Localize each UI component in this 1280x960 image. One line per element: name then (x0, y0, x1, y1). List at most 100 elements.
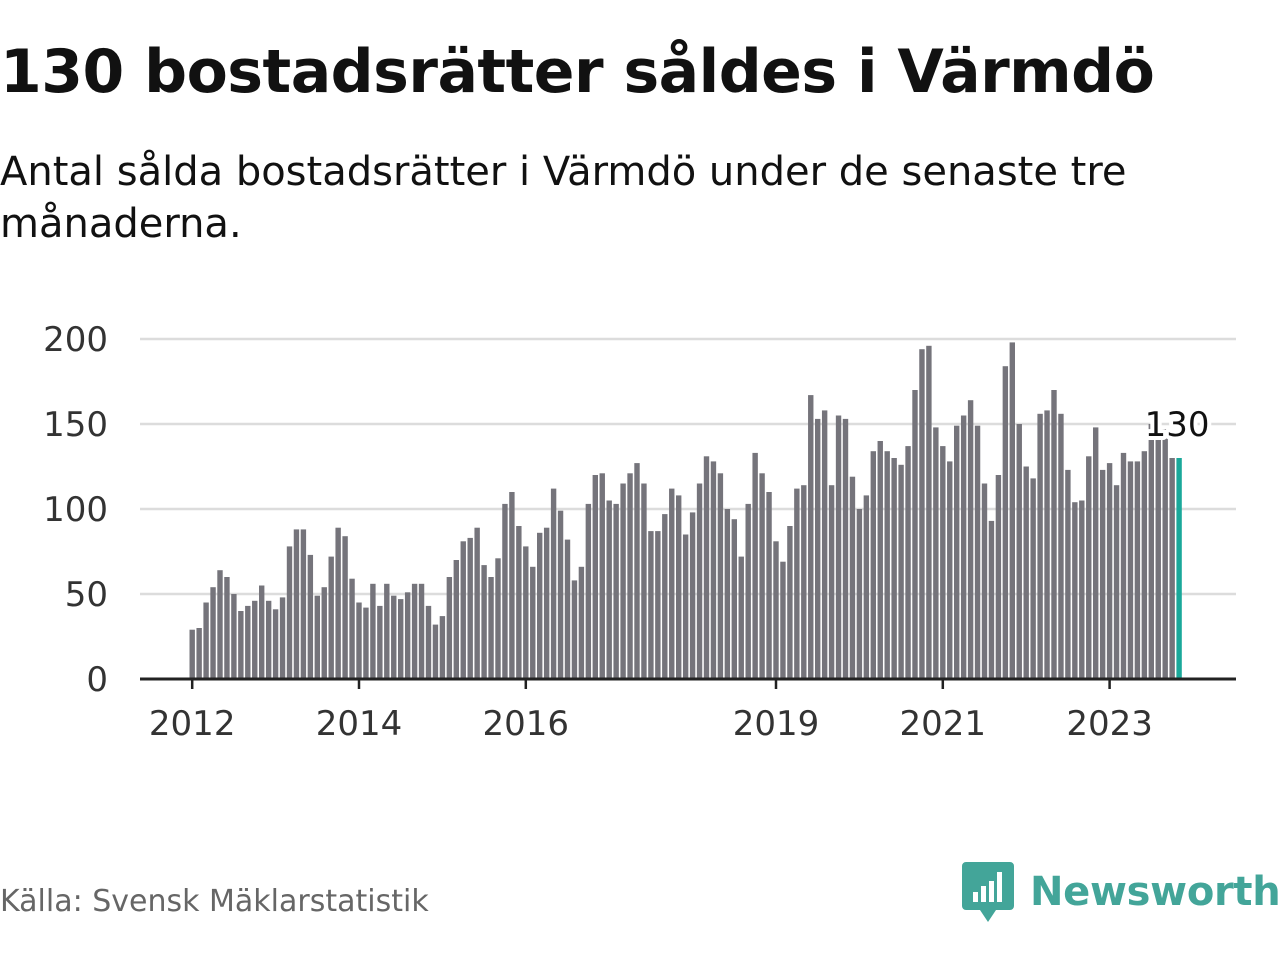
bar (655, 531, 661, 679)
bar (404, 592, 411, 679)
bar (300, 529, 307, 679)
bar (995, 475, 1002, 679)
bar (418, 583, 425, 679)
bar (530, 566, 536, 679)
bar (1065, 469, 1071, 679)
bar (884, 451, 890, 679)
bar (981, 483, 988, 679)
bar (905, 446, 911, 679)
chart-title: 130 bostadsrätter såldes i Värmdö (0, 37, 1155, 107)
bar (210, 587, 216, 679)
bar (1169, 458, 1175, 679)
bar (238, 611, 244, 679)
bars (189, 342, 1182, 679)
x-tick-label: 2014 (316, 704, 403, 744)
bar (689, 512, 696, 679)
bar (252, 600, 258, 679)
bar (1093, 427, 1099, 679)
bar (578, 566, 585, 679)
bar (272, 609, 279, 679)
bar (752, 452, 758, 679)
bar (919, 349, 925, 679)
bar (1072, 502, 1078, 679)
bar (543, 527, 550, 679)
bar (335, 527, 341, 679)
bar (391, 595, 397, 679)
bar (856, 509, 863, 679)
bar (231, 594, 237, 679)
x-tick-label: 2019 (733, 704, 820, 744)
bar (967, 400, 974, 679)
bar (502, 503, 508, 679)
x-axis-ticks: 2012 2014 2016 2019 2021 2023 (149, 679, 1153, 744)
bar (488, 577, 494, 679)
bar (738, 556, 744, 679)
bar (377, 605, 383, 679)
bar (550, 488, 557, 679)
bar (224, 577, 230, 679)
bar (509, 492, 515, 679)
bar-chart: 0 50 100 150 200 2012 2014 2016 2019 2021 2023 13… (43, 320, 1236, 744)
x-tick-label: 2012 (149, 704, 236, 744)
y-tick-label: 200 (43, 320, 108, 360)
bar (342, 536, 348, 679)
brand-logo: Newsworthy (962, 862, 1280, 922)
bar (960, 415, 967, 679)
bar (557, 510, 564, 679)
bar (425, 605, 432, 679)
bar (328, 556, 334, 679)
bar (1016, 424, 1022, 679)
bar (1162, 429, 1168, 679)
bar (947, 461, 953, 679)
bar (370, 583, 376, 679)
bar (863, 495, 870, 679)
bar (731, 519, 737, 679)
y-tick-label: 50 (65, 575, 108, 615)
bar (537, 532, 543, 679)
bar (398, 599, 404, 679)
bar (1155, 432, 1161, 679)
bar (877, 441, 883, 679)
brand-name: Newsworthy (1030, 869, 1280, 915)
bar (682, 534, 689, 679)
bar (189, 629, 195, 679)
x-tick-label: 2023 (1066, 704, 1153, 744)
bar (627, 473, 633, 679)
bar (1127, 461, 1134, 679)
bar (467, 537, 473, 679)
chart-subtitle: Antal sålda bostadsrätter i Värmdö under… (0, 149, 1127, 247)
bar (1106, 463, 1113, 679)
bar (432, 624, 439, 679)
bar (801, 485, 807, 679)
bar (717, 473, 724, 679)
bar (703, 456, 710, 679)
bar (676, 495, 682, 679)
bar (495, 558, 501, 679)
bar (787, 526, 793, 679)
bar (384, 583, 390, 679)
bar (1009, 342, 1015, 679)
bar (954, 425, 960, 679)
bar (870, 451, 876, 679)
bar (203, 602, 209, 679)
bar (891, 458, 897, 679)
bar (759, 473, 765, 679)
bar (933, 427, 939, 679)
bar (474, 527, 480, 679)
bar (599, 473, 605, 679)
bar (314, 595, 320, 679)
bar (1120, 452, 1127, 679)
bar (265, 600, 272, 679)
bar (835, 415, 842, 679)
bar (1113, 485, 1120, 679)
bar (1030, 478, 1036, 679)
bar (1141, 451, 1148, 679)
y-tick-label: 150 (43, 405, 108, 445)
bar-highlight (1176, 458, 1182, 679)
bar (592, 475, 598, 679)
bar (815, 418, 821, 679)
bar (196, 628, 202, 679)
bar (217, 570, 223, 679)
bar (988, 520, 995, 679)
bar (808, 395, 814, 679)
